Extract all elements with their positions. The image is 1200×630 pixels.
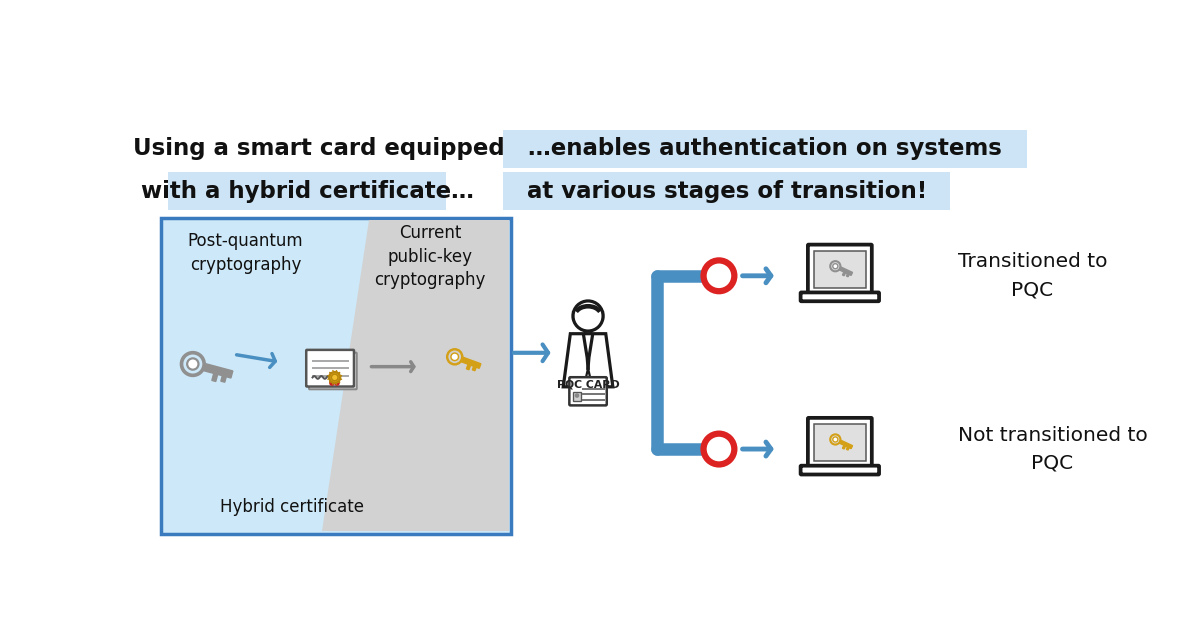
Circle shape [703,260,734,291]
FancyBboxPatch shape [503,172,950,210]
Circle shape [833,264,838,269]
FancyBboxPatch shape [168,172,445,210]
Text: Post-quantum
cryptography: Post-quantum cryptography [187,232,304,273]
Bar [161,218,511,534]
Text: Transitioned to
PQC: Transitioned to PQC [958,252,1108,299]
Circle shape [833,437,838,442]
Polygon shape [473,366,476,370]
Circle shape [331,374,338,381]
Circle shape [451,353,458,360]
Text: …enables authentication on systems: …enables authentication on systems [528,137,1002,160]
FancyBboxPatch shape [800,292,880,301]
Text: Not transitioned to
PQC: Not transitioned to PQC [958,425,1147,472]
Polygon shape [563,334,613,387]
Text: Hybrid certificate: Hybrid certificate [220,498,364,516]
FancyBboxPatch shape [310,353,356,389]
Bar [584,328,592,334]
Polygon shape [212,374,217,381]
FancyBboxPatch shape [808,418,871,467]
Polygon shape [323,220,509,532]
Polygon shape [842,445,846,449]
Polygon shape [846,273,850,277]
Circle shape [187,358,198,370]
FancyBboxPatch shape [569,377,607,405]
Text: Using a smart card equipped: Using a smart card equipped [133,137,504,160]
Polygon shape [203,364,233,378]
Polygon shape [846,447,850,450]
Bar [572,392,581,401]
Text: PQC CARD: PQC CARD [557,380,619,390]
Circle shape [572,301,604,331]
Polygon shape [842,272,846,276]
Text: Current
public-key
cryptography: Current public-key cryptography [374,224,486,289]
Polygon shape [461,357,481,369]
FancyBboxPatch shape [800,466,880,474]
FancyBboxPatch shape [808,244,871,294]
Circle shape [329,372,341,383]
Text: at various stages of transition!: at various stages of transition! [527,180,926,203]
Polygon shape [839,440,852,449]
Text: with a hybrid certificate…: with a hybrid certificate… [140,180,474,203]
Bar [814,251,866,288]
FancyBboxPatch shape [306,350,354,387]
FancyBboxPatch shape [503,130,1027,168]
Circle shape [703,433,734,464]
Polygon shape [839,267,852,275]
Bar [814,424,866,461]
Circle shape [575,393,580,398]
Polygon shape [467,364,470,370]
Polygon shape [221,375,227,382]
FancyBboxPatch shape [168,130,469,168]
